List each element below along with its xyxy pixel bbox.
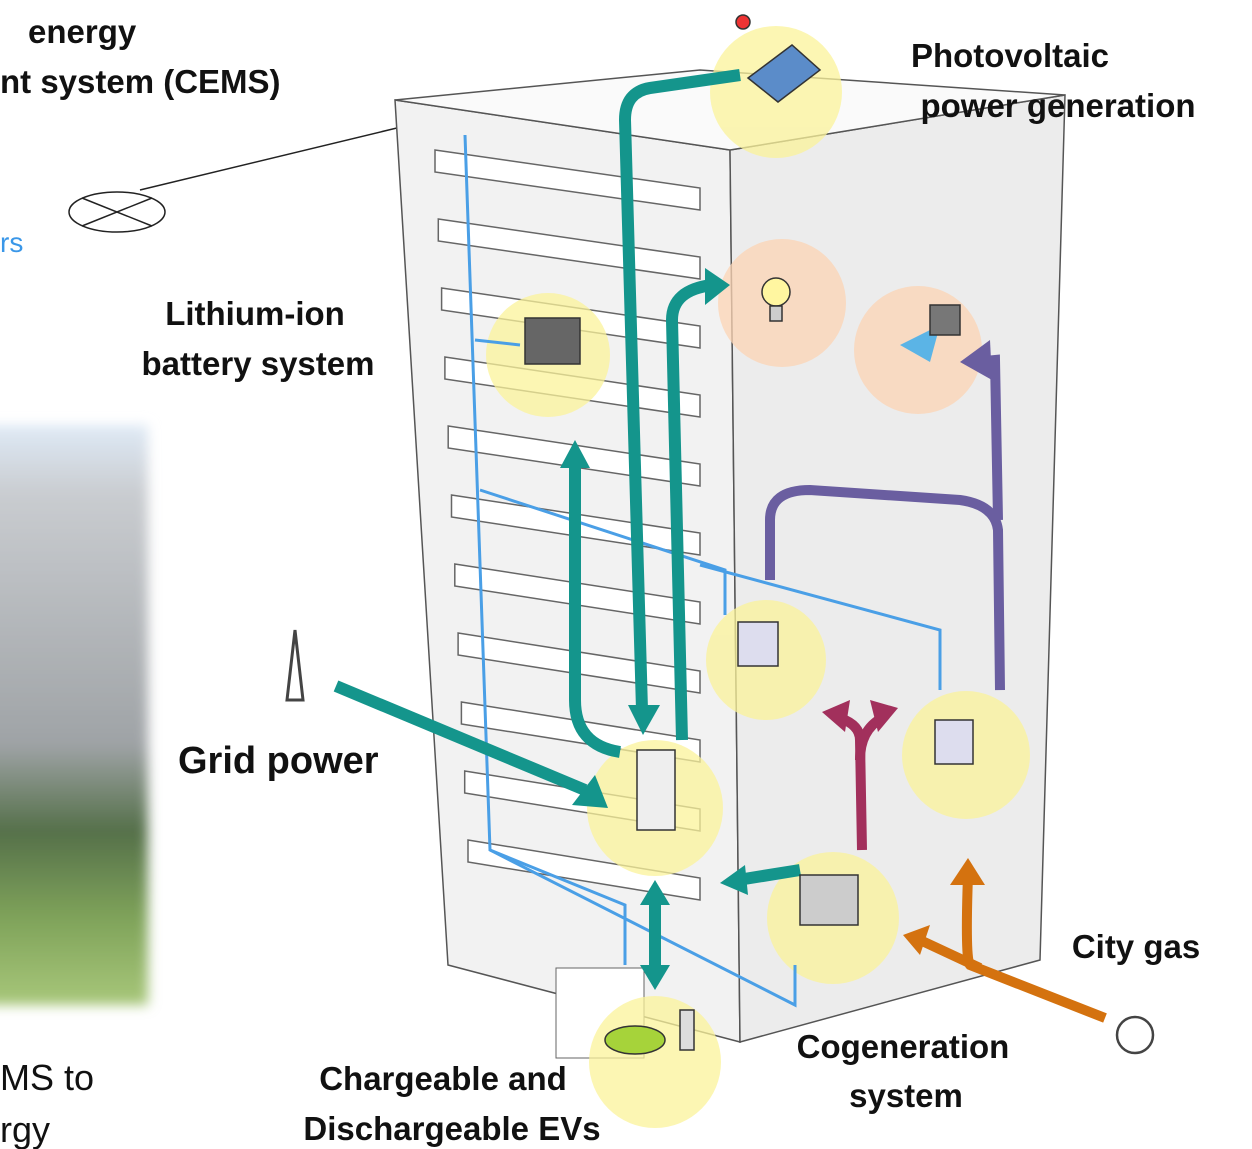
photo [0, 425, 148, 1005]
sensors-label: rs [0, 227, 23, 258]
cems-label: energy [28, 13, 137, 50]
battery-label: Lithium-ion [165, 295, 345, 332]
city-gas-label: City gas [1072, 928, 1200, 965]
ev-label: Dischargeable EVs [303, 1110, 600, 1147]
pv-label: power generation [920, 87, 1195, 124]
caption: rgy [0, 1109, 50, 1149]
battery-label: battery system [142, 345, 375, 382]
caption: MS to [0, 1057, 94, 1098]
pv-label: Photovoltaic [911, 37, 1109, 74]
grid-label: Grid power [178, 740, 379, 782]
cogeneration-label: Cogeneration [797, 1028, 1010, 1065]
cogeneration-label: system [849, 1077, 963, 1114]
ev-label: Chargeable and [319, 1060, 567, 1097]
cems-label: nt system (CEMS) [0, 63, 281, 100]
diagram: energy nt system (CEMS) rs Photovoltaic … [0, 0, 1252, 1149]
pointer-line [140, 120, 430, 190]
sensor-icon [69, 192, 165, 232]
